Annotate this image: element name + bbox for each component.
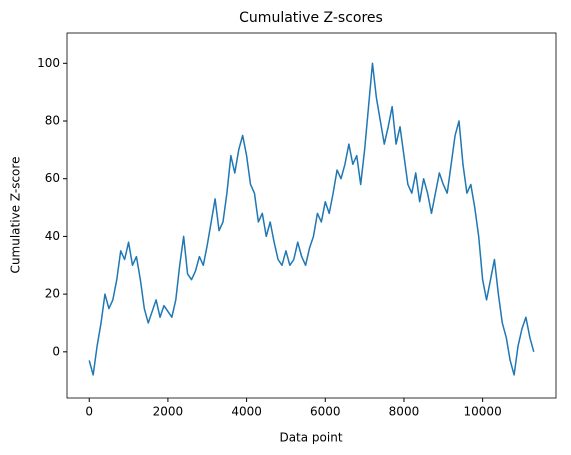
x-tick-label: 6000 <box>310 405 341 419</box>
x-tick-label: 2000 <box>153 405 184 419</box>
plot-frame <box>66 32 557 399</box>
y-tick-label: 40 <box>45 229 60 243</box>
x-tick-label: 4000 <box>231 405 262 419</box>
y-tick-label: 80 <box>45 114 60 128</box>
y-tick-label: 20 <box>45 287 60 301</box>
x-tick-label: 0 <box>85 405 93 419</box>
data-line <box>88 62 535 376</box>
x-axis-label: Data point <box>279 431 342 445</box>
x-tick-label: 8000 <box>389 405 420 419</box>
x-tick-label: 10000 <box>464 405 502 419</box>
y-tick-label: 60 <box>45 171 60 185</box>
y-axis-label: Cumulative Z-score <box>9 157 23 274</box>
y-tick-label: 0 <box>52 344 60 358</box>
y-tick-label: 100 <box>37 56 60 70</box>
chart-title: Cumulative Z-scores <box>239 10 383 26</box>
